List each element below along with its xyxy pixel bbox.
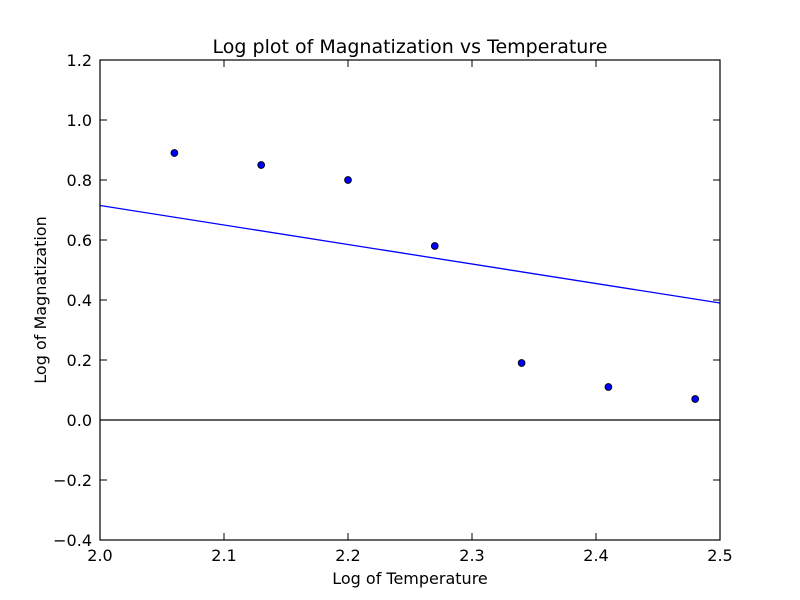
data-point [691,395,700,403]
x-tick-label: 2.3 [459,546,484,565]
data-point [344,176,352,184]
plot-frame [99,59,721,541]
data-point [517,359,526,367]
y-tick-label: 0.0 [67,411,92,430]
y-tick-label: −0.2 [53,471,92,490]
y-tick-label: 0.6 [67,231,92,250]
y-tick-label: 0.4 [67,291,92,310]
data-point [257,161,266,169]
x-tick-label: 2.0 [87,546,112,565]
plot-area: 2.0 2.1 2.2 2.3 2.4 2.5 −0.4 −0.2 0.0 0.2 0.4 0.6 0.… [53,51,733,565]
data-point [604,383,613,391]
x-tick-label: 2.4 [583,546,608,565]
chart-title: Log plot of Magnatization vs Temperature [213,36,608,58]
x-axis-label: Log of Temperature [332,569,488,588]
x-tick-label: 2.1 [211,546,236,565]
y-tick-label: −0.4 [53,531,92,550]
x-tick-label: 2.2 [335,546,360,565]
y-tick-label: 1.0 [67,111,92,130]
y-tick-label: 0.2 [67,351,92,370]
x-tick-label: 2.5 [707,546,732,565]
y-tick-label: 1.2 [67,51,92,70]
y-axis-label: Log of Magnatization [31,216,50,383]
fit-line [100,204,720,304]
data-point [430,242,439,250]
data-point [170,149,179,157]
y-tick-label: 0.8 [67,171,92,190]
